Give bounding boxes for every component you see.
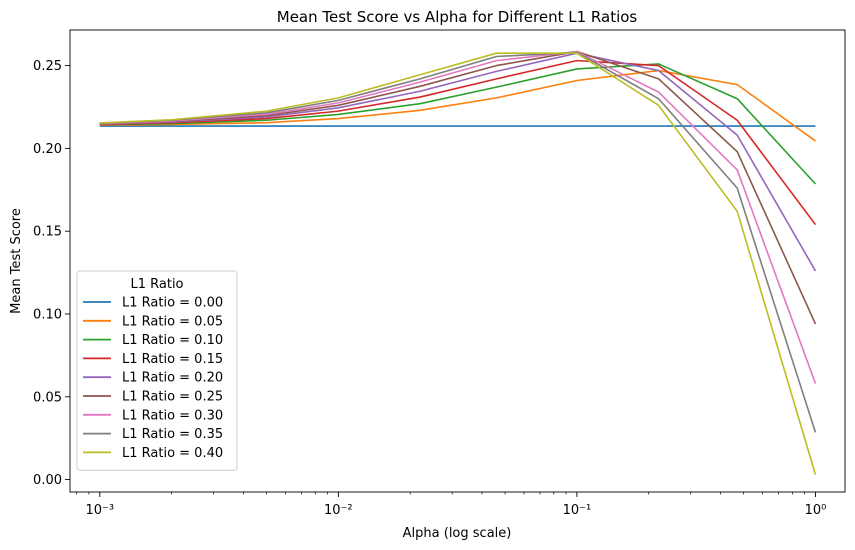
y-axis-label: Mean Test Score [9,208,24,314]
legend-label-7: L1 Ratio = 0.35 [122,427,223,442]
legend-label-4: L1 Ratio = 0.20 [122,371,223,386]
legend-label-2: L1 Ratio = 0.10 [122,333,223,348]
legend-label-1: L1 Ratio = 0.05 [122,314,223,329]
y-axis: 0.00 0.05 0.10 0.15 0.20 0.25 [33,59,70,488]
legend: L1 Ratio L1 Ratio = 0.00 L1 Ratio = 0.05 L1… [76,270,238,471]
y-tick-label: 0.25 [33,59,62,74]
series-line-6 [99,50,817,384]
x-axis-label: Alpha (log scale) [403,526,512,541]
series-line-1 [99,69,816,142]
series-line-3 [99,59,817,226]
legend-label-3: L1 Ratio = 0.15 [122,352,223,367]
legend-title: L1 Ratio [130,277,183,292]
x-tick-label: 10⁰ [805,503,827,518]
series-line-5 [99,50,817,325]
x-axis: 10⁻³ 10⁻² 10⁻¹ 10⁰ [76,492,827,518]
legend-label-5: L1 Ratio = 0.25 [122,390,223,405]
legend-label-6: L1 Ratio = 0.30 [122,408,223,423]
series-line-4 [99,52,817,272]
y-tick-label: 0.05 [33,390,62,405]
y-tick-label: 0.00 [33,473,62,488]
y-tick-label: 0.15 [33,225,62,240]
legend-label-0: L1 Ratio = 0.00 [122,296,223,311]
chart-title: Mean Test Score vs Alpha for Different L… [277,8,638,26]
series-line-7 [99,51,817,433]
x-tick-label: 10⁻¹ [563,503,592,518]
plot-frame [69,29,846,493]
series-layer [99,50,817,475]
y-tick-label: 0.10 [33,307,62,322]
series-line-8 [99,52,817,475]
x-tick-label: 10⁻² [324,503,353,518]
legend-label-8: L1 Ratio = 0.40 [122,446,223,461]
series-line-2 [99,63,817,185]
x-tick-label: 10⁻³ [85,503,114,518]
legend-box [76,270,238,471]
y-tick-label: 0.20 [33,142,62,157]
